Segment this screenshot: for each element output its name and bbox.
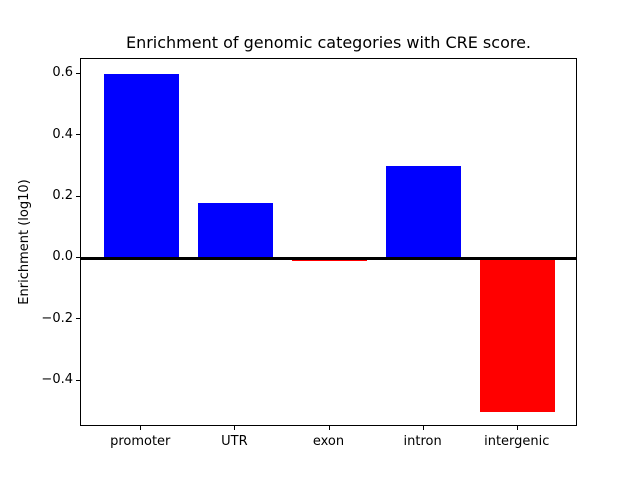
bar-UTR <box>197 203 274 259</box>
y-tick-label: 0.2 <box>52 188 73 203</box>
x-tick-label-intergenic: intergenic <box>484 434 550 449</box>
chart-title: Enrichment of genomic categories with CR… <box>125 33 532 52</box>
y-tick-label: −0.4 <box>41 372 73 387</box>
x-tick-mark <box>422 426 424 430</box>
y-tick-mark <box>76 256 80 258</box>
x-tick-mark <box>328 426 330 430</box>
y-tick-mark <box>76 195 80 197</box>
plot-area <box>80 58 577 426</box>
x-tick-mark <box>140 426 142 430</box>
x-tick-label-exon: exon <box>312 434 345 449</box>
y-tick-mark <box>76 134 80 136</box>
bar-intron <box>385 166 462 259</box>
bar-promoter <box>103 74 179 259</box>
x-tick-label-intron: intron <box>403 434 442 449</box>
y-tick-label: 0.4 <box>52 126 73 142</box>
y-tick-mark <box>76 72 80 74</box>
x-tick-mark <box>516 426 518 430</box>
y-tick-mark <box>76 379 80 381</box>
x-tick-label-UTR: UTR <box>221 434 248 449</box>
y-tick-label: 0.6 <box>52 65 73 81</box>
y-tick-label: −0.2 <box>41 310 73 326</box>
zero-line <box>81 256 576 260</box>
y-tick-label: 0.0 <box>52 249 73 265</box>
x-tick-mark <box>234 426 236 430</box>
x-tick-label-promoter: promoter <box>110 434 171 449</box>
bar-intergenic <box>480 258 556 412</box>
y-tick-mark <box>76 318 80 320</box>
bar-exon <box>291 258 368 262</box>
